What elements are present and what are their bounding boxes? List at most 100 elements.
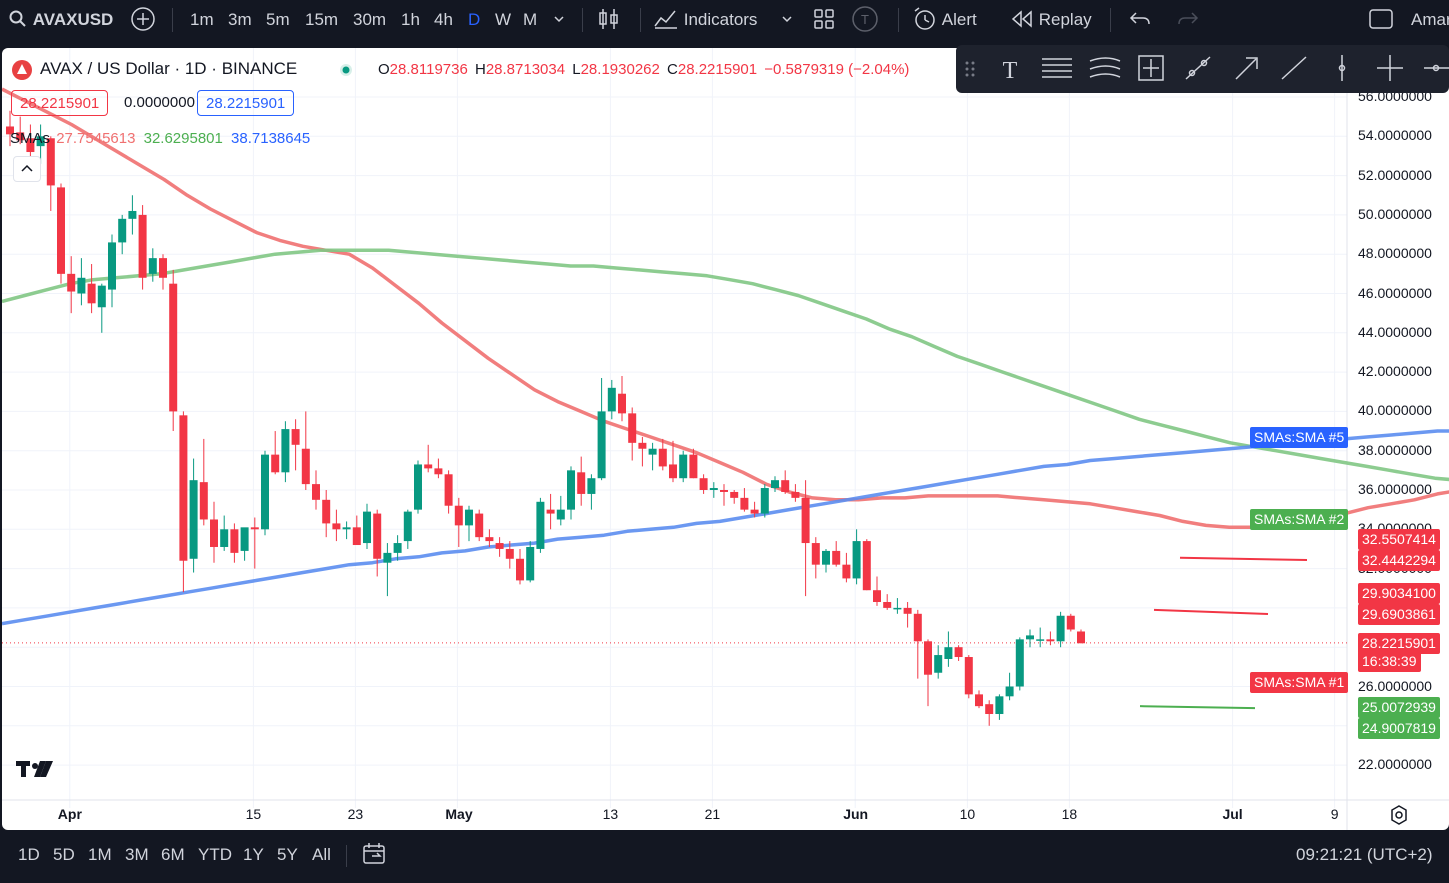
line-price-tag: 29.9034100	[1358, 583, 1440, 604]
range-1y[interactable]: 1Y	[243, 845, 264, 864]
ray-icon[interactable]	[1281, 56, 1307, 80]
chart-type-button[interactable]	[597, 0, 621, 40]
interval-30m[interactable]: 30m	[353, 10, 387, 29]
templates-button[interactable]: T	[850, 0, 880, 40]
candle-up	[393, 543, 402, 553]
trend-line-icon[interactable]	[1185, 56, 1211, 80]
user-menu[interactable]: Amar	[1411, 10, 1449, 29]
interval-3m[interactable]: 3m	[228, 10, 252, 29]
price-tick-label: 46.0000000	[1358, 284, 1432, 301]
low-label: L	[572, 61, 581, 78]
divider	[640, 8, 641, 32]
drag-handle-icon[interactable]	[965, 61, 975, 77]
interval-1h[interactable]: 1h	[401, 10, 420, 29]
candle-down	[159, 258, 167, 278]
candle-down	[312, 484, 320, 500]
layout-button[interactable]	[812, 0, 836, 40]
fib-channel-icon[interactable]	[1089, 57, 1121, 78]
time-tick-label: Jun	[843, 806, 869, 822]
interval-w[interactable]: W	[495, 10, 512, 29]
chart-title[interactable]: AVAX / US Dollar · 1D · BINANCE	[40, 59, 298, 78]
symbol-name: AVAXUSD	[32, 10, 114, 29]
horizontal-lines-icon[interactable]	[1042, 58, 1072, 78]
candle-up	[893, 607, 902, 610]
clock[interactable]: 09:21:21 (UTC+2)	[1296, 845, 1433, 864]
candle-down	[903, 607, 912, 614]
goto-date-button[interactable]	[362, 832, 388, 878]
candle-up	[944, 647, 953, 659]
time-tick-label: Apr	[57, 806, 82, 822]
top-toolbar: AVAXUSD 1m 3m 5m 15m 30m 1h 4h D W M Ind…	[0, 0, 1449, 40]
collapse-legend-button[interactable]	[13, 156, 41, 182]
redo-button[interactable]	[1176, 0, 1200, 40]
candle-down	[577, 472, 586, 494]
time-tick-label: 21	[704, 806, 721, 822]
horizontal-line-icon[interactable]	[1424, 64, 1449, 72]
range-all[interactable]: All	[312, 845, 331, 864]
sell-button[interactable]: 28.2215901	[11, 90, 109, 116]
sma-legend[interactable]: SMAs 27.7545613 32.6295801 38.7138645	[10, 130, 310, 147]
replay-button[interactable]: Replay	[1010, 0, 1092, 40]
range-ytd[interactable]: YTD	[198, 845, 232, 864]
measure-icon[interactable]	[1138, 55, 1164, 81]
interval-4h[interactable]: 4h	[434, 10, 453, 29]
interval-1m[interactable]: 1m	[190, 10, 214, 29]
indicators-button[interactable]: Indicators	[653, 0, 757, 40]
indicators-dropdown[interactable]	[780, 0, 794, 40]
alert-button[interactable]: Alert	[912, 0, 977, 40]
calendar-icon	[363, 843, 385, 864]
range-1d[interactable]: 1D	[18, 845, 40, 864]
interval-dropdown[interactable]	[552, 0, 566, 40]
candle-down	[444, 474, 453, 506]
candle-up	[597, 411, 606, 479]
line-price-tag: 32.4442294	[1358, 550, 1440, 571]
vertical-line-icon[interactable]	[1338, 55, 1346, 81]
candle-down	[1077, 631, 1085, 644]
range-3m[interactable]: 3M	[125, 845, 149, 864]
buy-button[interactable]: 28.2215901	[197, 90, 295, 116]
sma1-tag: SMAs:SMA #1	[1250, 672, 1349, 693]
undo-button[interactable]	[1128, 0, 1152, 40]
ohlc-values: O28.8119736 H28.8713034 L28.1930262 C28.…	[378, 61, 909, 78]
price-tick-label: 26.0000000	[1358, 677, 1432, 694]
time-tick-label: 18	[1061, 806, 1078, 822]
candle-up	[261, 454, 269, 530]
price-tick-label: 52.0000000	[1358, 166, 1432, 183]
open-value: 28.8119736	[389, 61, 468, 78]
chevron-down-icon	[554, 16, 564, 23]
interval-m[interactable]: M	[523, 10, 538, 29]
text-tool-icon[interactable]: T	[1003, 58, 1018, 84]
redo-icon	[1178, 12, 1199, 25]
candle-down	[913, 613, 922, 642]
chart-panel[interactable]: AVAX / US Dollar · 1D · BINANCE O28.8119…	[2, 48, 1449, 830]
high-label: H	[474, 61, 486, 78]
candle-up	[414, 464, 422, 510]
symbol-search-button[interactable]: AVAXUSD	[8, 0, 113, 40]
candle-down	[322, 499, 331, 524]
range-5y[interactable]: 5Y	[277, 845, 298, 864]
sma5-line	[2, 429, 1449, 626]
crosshair-icon[interactable]	[1377, 55, 1403, 81]
candle-down	[271, 454, 280, 473]
candle-down	[373, 513, 382, 559]
candle-down	[352, 527, 361, 546]
interval-15m[interactable]: 15m	[305, 10, 339, 29]
compare-symbol-button[interactable]	[130, 0, 156, 40]
price-chart[interactable]	[2, 48, 1449, 830]
candle-down	[628, 413, 637, 443]
candle-up	[934, 655, 943, 673]
line-price-tag: 32.5507414	[1358, 529, 1440, 550]
candle-up	[77, 277, 86, 294]
interval-d-active[interactable]: D	[468, 10, 481, 29]
fullscreen-button[interactable]	[1368, 0, 1394, 40]
range-6m[interactable]: 6M	[161, 845, 185, 864]
gear-icon	[1391, 805, 1407, 825]
candle-down	[985, 704, 994, 715]
interval-5m[interactable]: 5m	[266, 10, 290, 29]
candle-down	[964, 657, 973, 695]
range-5d[interactable]: 5D	[53, 845, 75, 864]
arrow-tool-icon[interactable]	[1235, 57, 1258, 80]
candle-up	[1005, 686, 1014, 697]
range-1m[interactable]: 1M	[88, 845, 112, 864]
candle-up	[1026, 635, 1034, 640]
